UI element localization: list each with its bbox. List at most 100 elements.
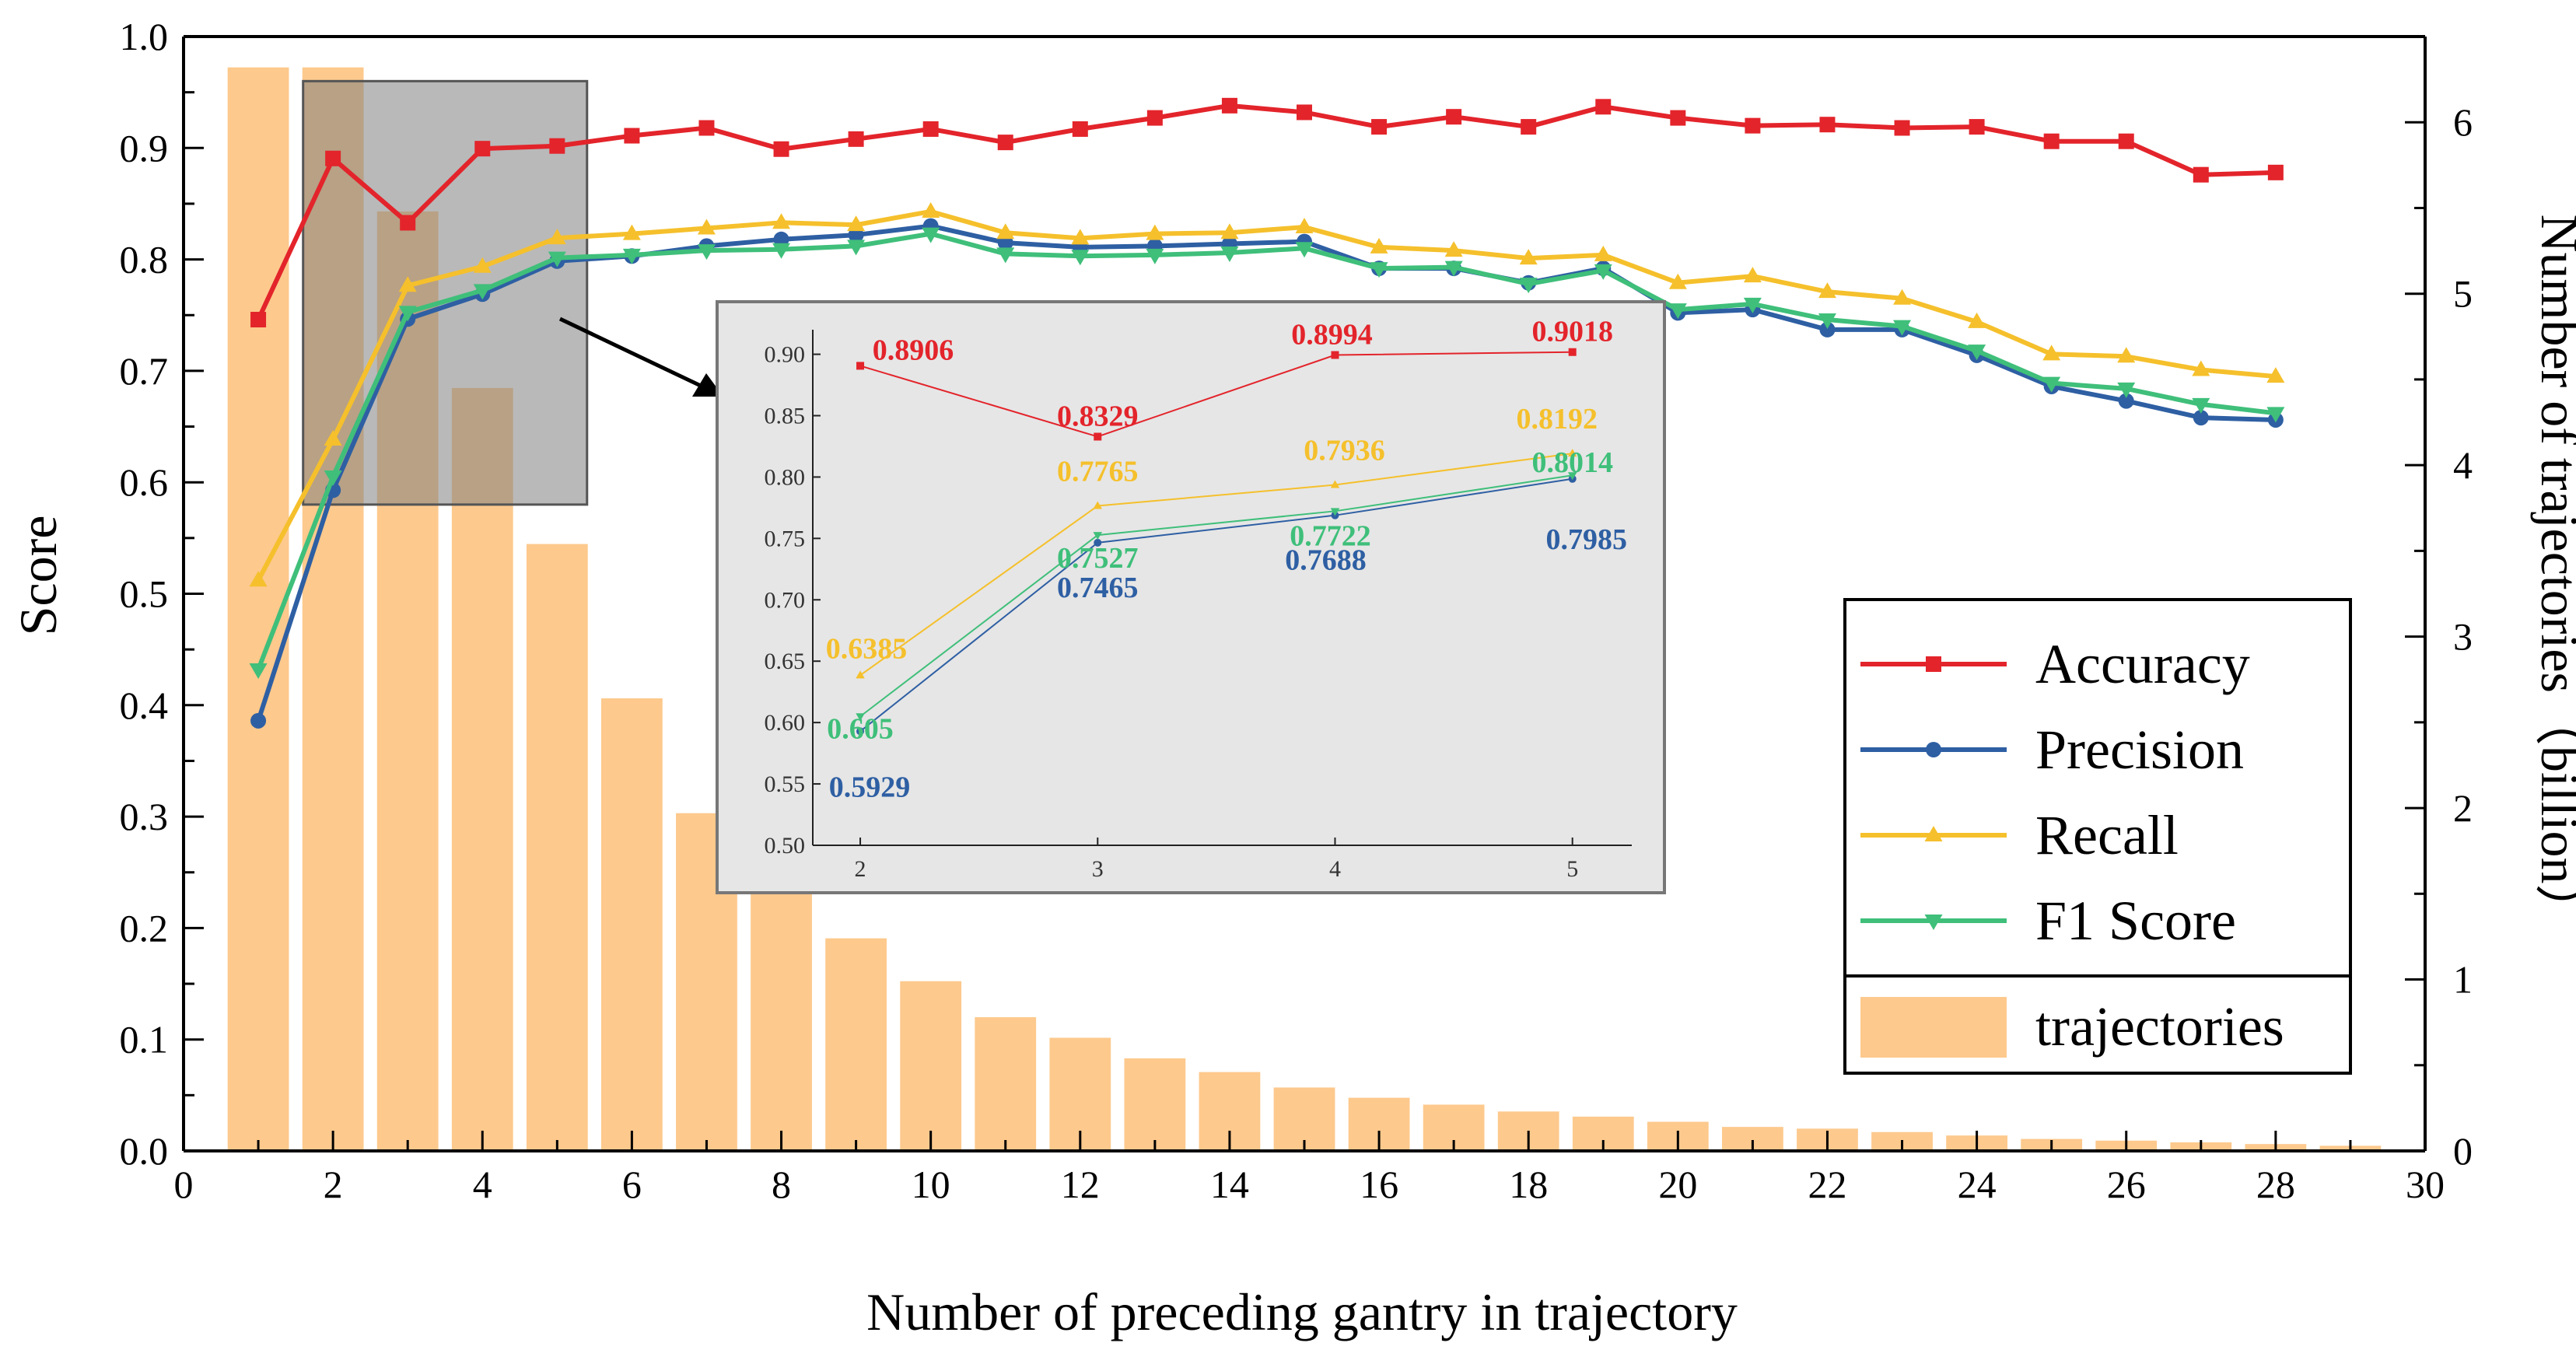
point-accuracy (400, 215, 416, 231)
legend-label-accuracy: Accuracy (2035, 633, 2250, 695)
point-f1-score (697, 244, 716, 261)
y-tick-label: 0.4 (120, 684, 169, 727)
line-recall (256, 208, 2277, 582)
point-f1-score (1818, 313, 1836, 329)
inset-y-tick-label: 0.55 (765, 771, 806, 797)
inset-x-tick-label: 4 (1329, 856, 1341, 882)
point-f1-score (1220, 247, 1239, 263)
y-tick-label: 0.8 (120, 238, 169, 282)
point-f1-score (1893, 320, 1912, 336)
y-tick-label: 0.6 (120, 460, 169, 504)
point-f1-score (548, 251, 566, 268)
inset-line-recall (859, 453, 1573, 677)
legend-label-f1-score: F1 Score (2035, 890, 2236, 952)
x-tick-label: 10 (912, 1163, 950, 1206)
point-accuracy (325, 150, 341, 166)
inset-line-precision (859, 477, 1573, 733)
point-f1-score (922, 227, 940, 243)
x-tick-label: 2 (324, 1163, 343, 1206)
inset-x-tick-label: 5 (1566, 856, 1578, 882)
point-f1-score (473, 284, 492, 300)
legend-group: Accuracy Precision Recall F1 Score trajector… (1843, 598, 2352, 1075)
x-tick-label: 18 (1509, 1163, 1548, 1206)
inset-panel (716, 300, 1666, 894)
inset-value-label-accuracy: 0.8994 (1291, 319, 1373, 351)
legend-label-precision: Precision (2035, 719, 2244, 781)
point-recall (772, 213, 791, 229)
point-f1-score (2192, 397, 2210, 414)
legend-swatch-trajectories (1860, 997, 2007, 1058)
inset-value-label-recall: 0.7936 (1304, 435, 1385, 467)
inset-value-label-recall: 0.6385 (826, 632, 908, 665)
point-precision (2118, 393, 2134, 409)
point-precision (250, 712, 267, 729)
point-accuracy (1371, 119, 1388, 135)
point-recall (847, 215, 866, 232)
point-recall (548, 229, 566, 245)
bar-trajectories (601, 698, 663, 1151)
point-accuracy (1446, 109, 1462, 125)
point-f1-score (1370, 262, 1388, 278)
inset-x-tick-label: 3 (1092, 856, 1104, 882)
point-recall (249, 571, 268, 587)
y-tick-label: 0.2 (120, 906, 169, 950)
inset-value-label-f1-score: 0.8014 (1531, 446, 1613, 479)
point-recall (2042, 344, 2061, 361)
y-tick-label: 0.7 (120, 349, 169, 393)
y2-tick-label: 1 (2453, 958, 2473, 1002)
point-f1-score (1071, 250, 1090, 266)
legend-marker-f1-score (1924, 915, 1943, 930)
point-accuracy (2267, 164, 2284, 180)
inset-y-tick-label: 0.65 (765, 649, 806, 674)
x-tick-label: 12 (1061, 1163, 1100, 1206)
point-accuracy (1221, 97, 1237, 114)
inset-value-label-accuracy: 0.9018 (1531, 316, 1613, 348)
point-recall (1146, 224, 1164, 240)
inset-point-recall (856, 670, 865, 679)
point-recall (1968, 312, 1986, 328)
inset-point-f1-score (1330, 508, 1340, 516)
inset-y-tick-label: 0.85 (765, 404, 806, 429)
y2-axis-title: Number of trajectories（billion） (2530, 214, 2576, 936)
point-accuracy (474, 141, 491, 157)
point-f1-score (398, 306, 417, 322)
inset-point-f1-score (856, 713, 865, 722)
point-f1-score (622, 248, 641, 264)
point-f1-score (1668, 303, 1687, 320)
x-tick-label: 4 (473, 1163, 492, 1206)
x-tick-label: 20 (1658, 1163, 1697, 1206)
point-recall (1071, 229, 1090, 245)
inset-group: 0.50 0.55 0.60 0.65 0.70 0.75 0.80 0.85 0.90 2 3 4 5… (558, 300, 1666, 894)
point-recall (1818, 282, 1836, 299)
point-f1-score (847, 240, 866, 256)
inset-point-accuracy (1568, 348, 1577, 356)
point-recall (1370, 237, 1388, 254)
point-recall (473, 257, 492, 273)
x-tick-label: 28 (2256, 1163, 2295, 1206)
point-accuracy (1521, 119, 1537, 135)
inset-point-precision (856, 727, 865, 736)
inset-value-label-f1-score: 0.7527 (1057, 542, 1139, 575)
line-f1-score (256, 231, 2277, 671)
point-recall (1444, 241, 1463, 257)
y-tick-label: 0.1 (120, 1018, 169, 1061)
inset-value-label-f1-score: 0.605 (827, 712, 894, 745)
inset-value-label-precision: 0.5929 (829, 771, 911, 803)
inset-point-recall (1567, 449, 1577, 457)
point-recall (1594, 245, 1612, 261)
point-recall (2192, 360, 2210, 376)
point-f1-score (2117, 382, 2136, 398)
legend-marker-accuracy (1926, 656, 1941, 672)
inset-value-label-precision: 0.7465 (1057, 572, 1139, 604)
point-accuracy (1297, 104, 1312, 121)
bar-trajectories (825, 938, 887, 1151)
inset-value-label-accuracy: 0.8906 (873, 334, 954, 366)
bar-trajectories (751, 881, 812, 1151)
y-axis-title: Score (9, 516, 68, 636)
y2-tick-label: 5 (2453, 272, 2473, 316)
point-recall (996, 223, 1015, 240)
inset-y-tick-label: 0.80 (765, 464, 806, 490)
inset-value-label-precision: 0.7688 (1285, 544, 1367, 577)
bar-trajectories (526, 544, 588, 1151)
x-tick-label: 0 (174, 1163, 194, 1206)
